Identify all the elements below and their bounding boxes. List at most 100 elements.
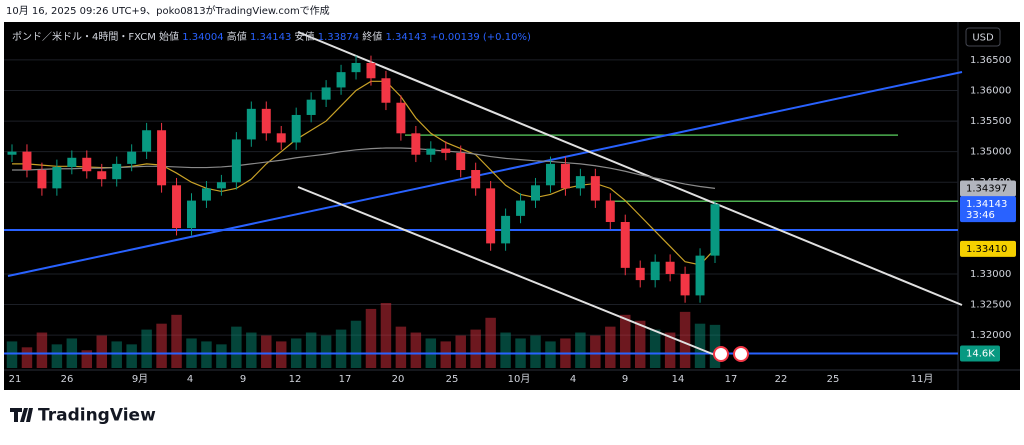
volume-bar [201,341,212,368]
candle-body [471,170,481,189]
candle-body [665,261,675,274]
volume-bar [649,329,661,368]
x-tick-label: 11月 [911,373,934,385]
x-tick-label: 17 [725,374,738,385]
candle-body [321,87,331,100]
volume-bar [679,311,691,368]
volume-bar [126,344,137,368]
volume-bar [36,332,48,368]
trendline [7,71,963,277]
volume-bar [365,308,377,368]
legend-label: 終値 [362,30,382,43]
candle-body [351,62,361,73]
candle-body [7,151,17,155]
candle-body [501,215,511,244]
candle-body [710,204,720,256]
event-icon[interactable] [713,346,729,362]
price-label-box [960,240,1016,257]
caption: 10月 16, 2025 09:26 UTC+9、poko0813がTradin… [6,4,330,17]
legend-value: 1.33874 [318,32,359,43]
candle-body [456,152,466,171]
volume-bar [216,344,227,368]
volume-bar [305,332,317,368]
candle-body [276,133,286,143]
x-tick-label: 22 [775,374,788,385]
trendline [297,31,963,306]
legend-label: 高値 [227,30,247,43]
symbol: ポンド／米ドル・4時間・FXCM [12,30,156,43]
y-tick-label: 1.33000 [970,269,1011,280]
x-tick-label: 25 [827,374,840,385]
volume-bar [440,341,452,368]
candle-body [590,176,600,201]
logo: TradingView [10,406,156,426]
volume-bar [231,326,242,368]
candle-body [635,267,645,281]
event-icon[interactable] [733,346,749,362]
volume-bar [485,317,496,368]
x-tick-label: 14 [672,374,685,385]
y-tick-label: 1.32000 [970,330,1011,341]
y-tick-label: 1.36000 [970,85,1011,96]
candle-body [411,133,421,155]
candle-body [680,273,690,296]
candle-body [545,163,555,186]
x-tick-label: 9 [240,374,246,385]
candle-body [306,99,316,115]
currency-button[interactable] [965,27,1001,47]
volume-bar [410,332,422,368]
x-tick-label: 25 [446,374,459,385]
volume-bar [395,326,407,368]
x-tick-label: 17 [339,374,352,385]
candle-body [37,170,47,189]
volume-bar [694,323,706,368]
legend-value: 1.34143 [385,32,426,43]
volume-bar [156,323,167,368]
candle-body [366,62,376,79]
candle-body [291,114,301,143]
volume-bar [96,335,107,368]
volume-bar [455,335,466,368]
volume-label: 14.6K [966,348,995,359]
volume-bar [335,329,347,368]
volume-bar [545,341,556,368]
volume-bar [605,326,616,368]
candle-body [112,163,122,180]
x-tick-label: 26 [61,374,74,385]
volume-bar [320,335,332,368]
candle-body [486,188,496,244]
legend-label: 始値 [159,30,179,43]
price-label: 1.34397 [966,184,1007,195]
legend-value: 1.34143 [250,32,291,43]
x-tick-label: 12 [289,374,302,385]
volume-bar [530,335,541,368]
countdown: 33:46 [966,210,995,221]
candle-body [82,157,92,172]
candle-body [560,163,570,189]
candle-body [201,188,211,201]
volume-bar [380,303,392,368]
candle-body [187,200,196,229]
volume-bar [141,329,152,368]
moving-average [12,147,716,189]
candle-body [52,166,62,189]
volume-bar [261,335,272,368]
currency: USD [972,33,994,44]
candle-body [650,261,660,281]
candle-body [142,130,152,152]
y-tick-label: 1.32500 [970,300,1011,311]
x-tick-label: 21 [9,374,22,385]
candle-body [426,148,436,155]
legend-label: 安値 [295,30,315,43]
candle-body [97,171,107,180]
volume-bar [246,332,257,368]
candle-body [216,182,226,189]
brand: TradingView [38,406,156,426]
x-tick-label: 9 [622,374,628,385]
x-tick-label: 20 [392,374,405,385]
candle-body [441,148,451,153]
candle-body [22,151,32,171]
volume-bar [500,332,511,368]
